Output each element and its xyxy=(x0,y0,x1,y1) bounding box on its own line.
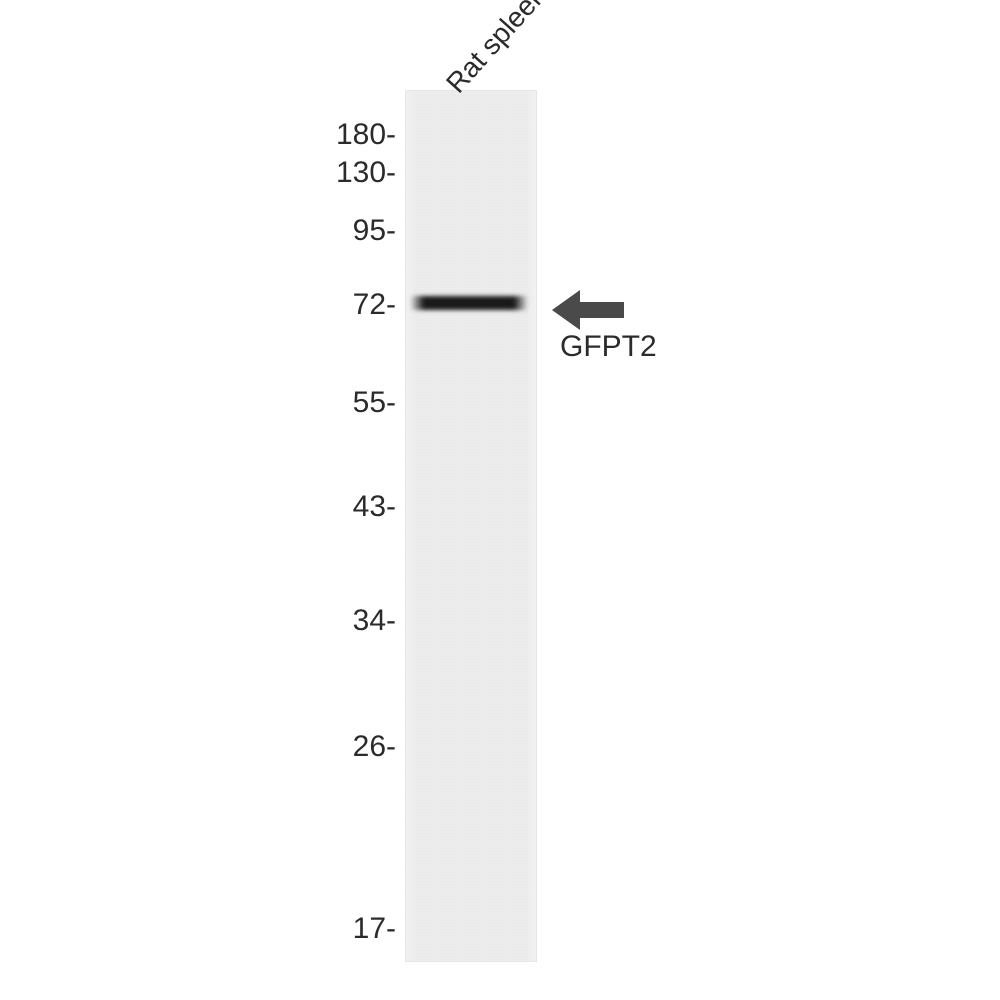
mw-marker: 26- xyxy=(353,730,396,764)
mw-marker: 130- xyxy=(336,156,396,190)
lane-label-text: Rat spleen xyxy=(440,0,553,99)
mw-marker: 43- xyxy=(353,490,396,524)
lane-label: Rat spleen xyxy=(440,0,553,99)
arrow-shaft-icon xyxy=(580,302,624,318)
blot-lane xyxy=(405,90,537,962)
target-protein-label: GFPT2 xyxy=(560,330,657,364)
mw-marker: 34- xyxy=(353,604,396,638)
mw-marker: 55- xyxy=(353,386,396,420)
mw-marker: 95- xyxy=(353,214,396,248)
mw-marker: 180- xyxy=(336,118,396,152)
arrow-head-icon xyxy=(552,290,580,330)
lane-texture xyxy=(406,91,536,961)
western-blot-figure: Rat spleen 180- 130- 95- 72- 55- 43- 34- 26- 17-… xyxy=(0,0,1000,1000)
protein-band xyxy=(410,296,528,310)
band-arrow-icon xyxy=(552,290,624,330)
target-protein-text: GFPT2 xyxy=(560,330,657,363)
mw-marker: 17- xyxy=(353,912,396,946)
mw-marker: 72- xyxy=(353,288,396,322)
